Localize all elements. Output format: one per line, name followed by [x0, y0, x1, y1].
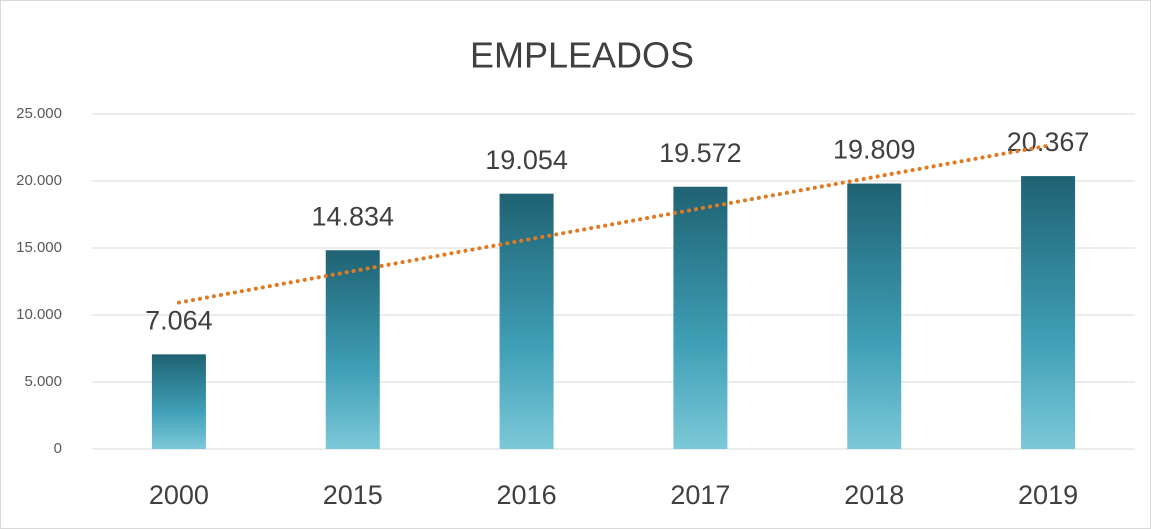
- y-tick-label: 15.000: [16, 239, 62, 256]
- y-tick-label: 10.000: [16, 306, 62, 323]
- data-label: 14.834: [311, 201, 394, 231]
- y-tick-label: 25.000: [16, 105, 62, 122]
- bar: [151, 354, 206, 449]
- data-label: 19.572: [659, 138, 742, 168]
- x-tick-label: 2019: [1018, 480, 1078, 510]
- bar: [499, 193, 554, 449]
- y-tick-label: 5.000: [24, 373, 62, 390]
- bar: [847, 183, 902, 450]
- bar: [1021, 176, 1076, 449]
- x-tick-label: 2000: [149, 480, 209, 510]
- chart-title: EMPLEADOS: [470, 35, 694, 76]
- data-label: 19.054: [485, 145, 568, 175]
- trendline: [176, 143, 1051, 305]
- bar: [325, 250, 380, 449]
- bar: [673, 186, 728, 449]
- data-label: 7.064: [145, 305, 213, 335]
- x-tick-label: 2015: [323, 480, 383, 510]
- y-tick-label: 20.000: [16, 172, 62, 189]
- y-tick-label: 0: [54, 440, 62, 457]
- data-label: 20.367: [1007, 127, 1090, 157]
- x-tick-label: 2018: [844, 480, 904, 510]
- data-label: 19.809: [833, 135, 916, 165]
- x-tick-label: 2016: [497, 480, 557, 510]
- x-tick-label: 2017: [670, 480, 730, 510]
